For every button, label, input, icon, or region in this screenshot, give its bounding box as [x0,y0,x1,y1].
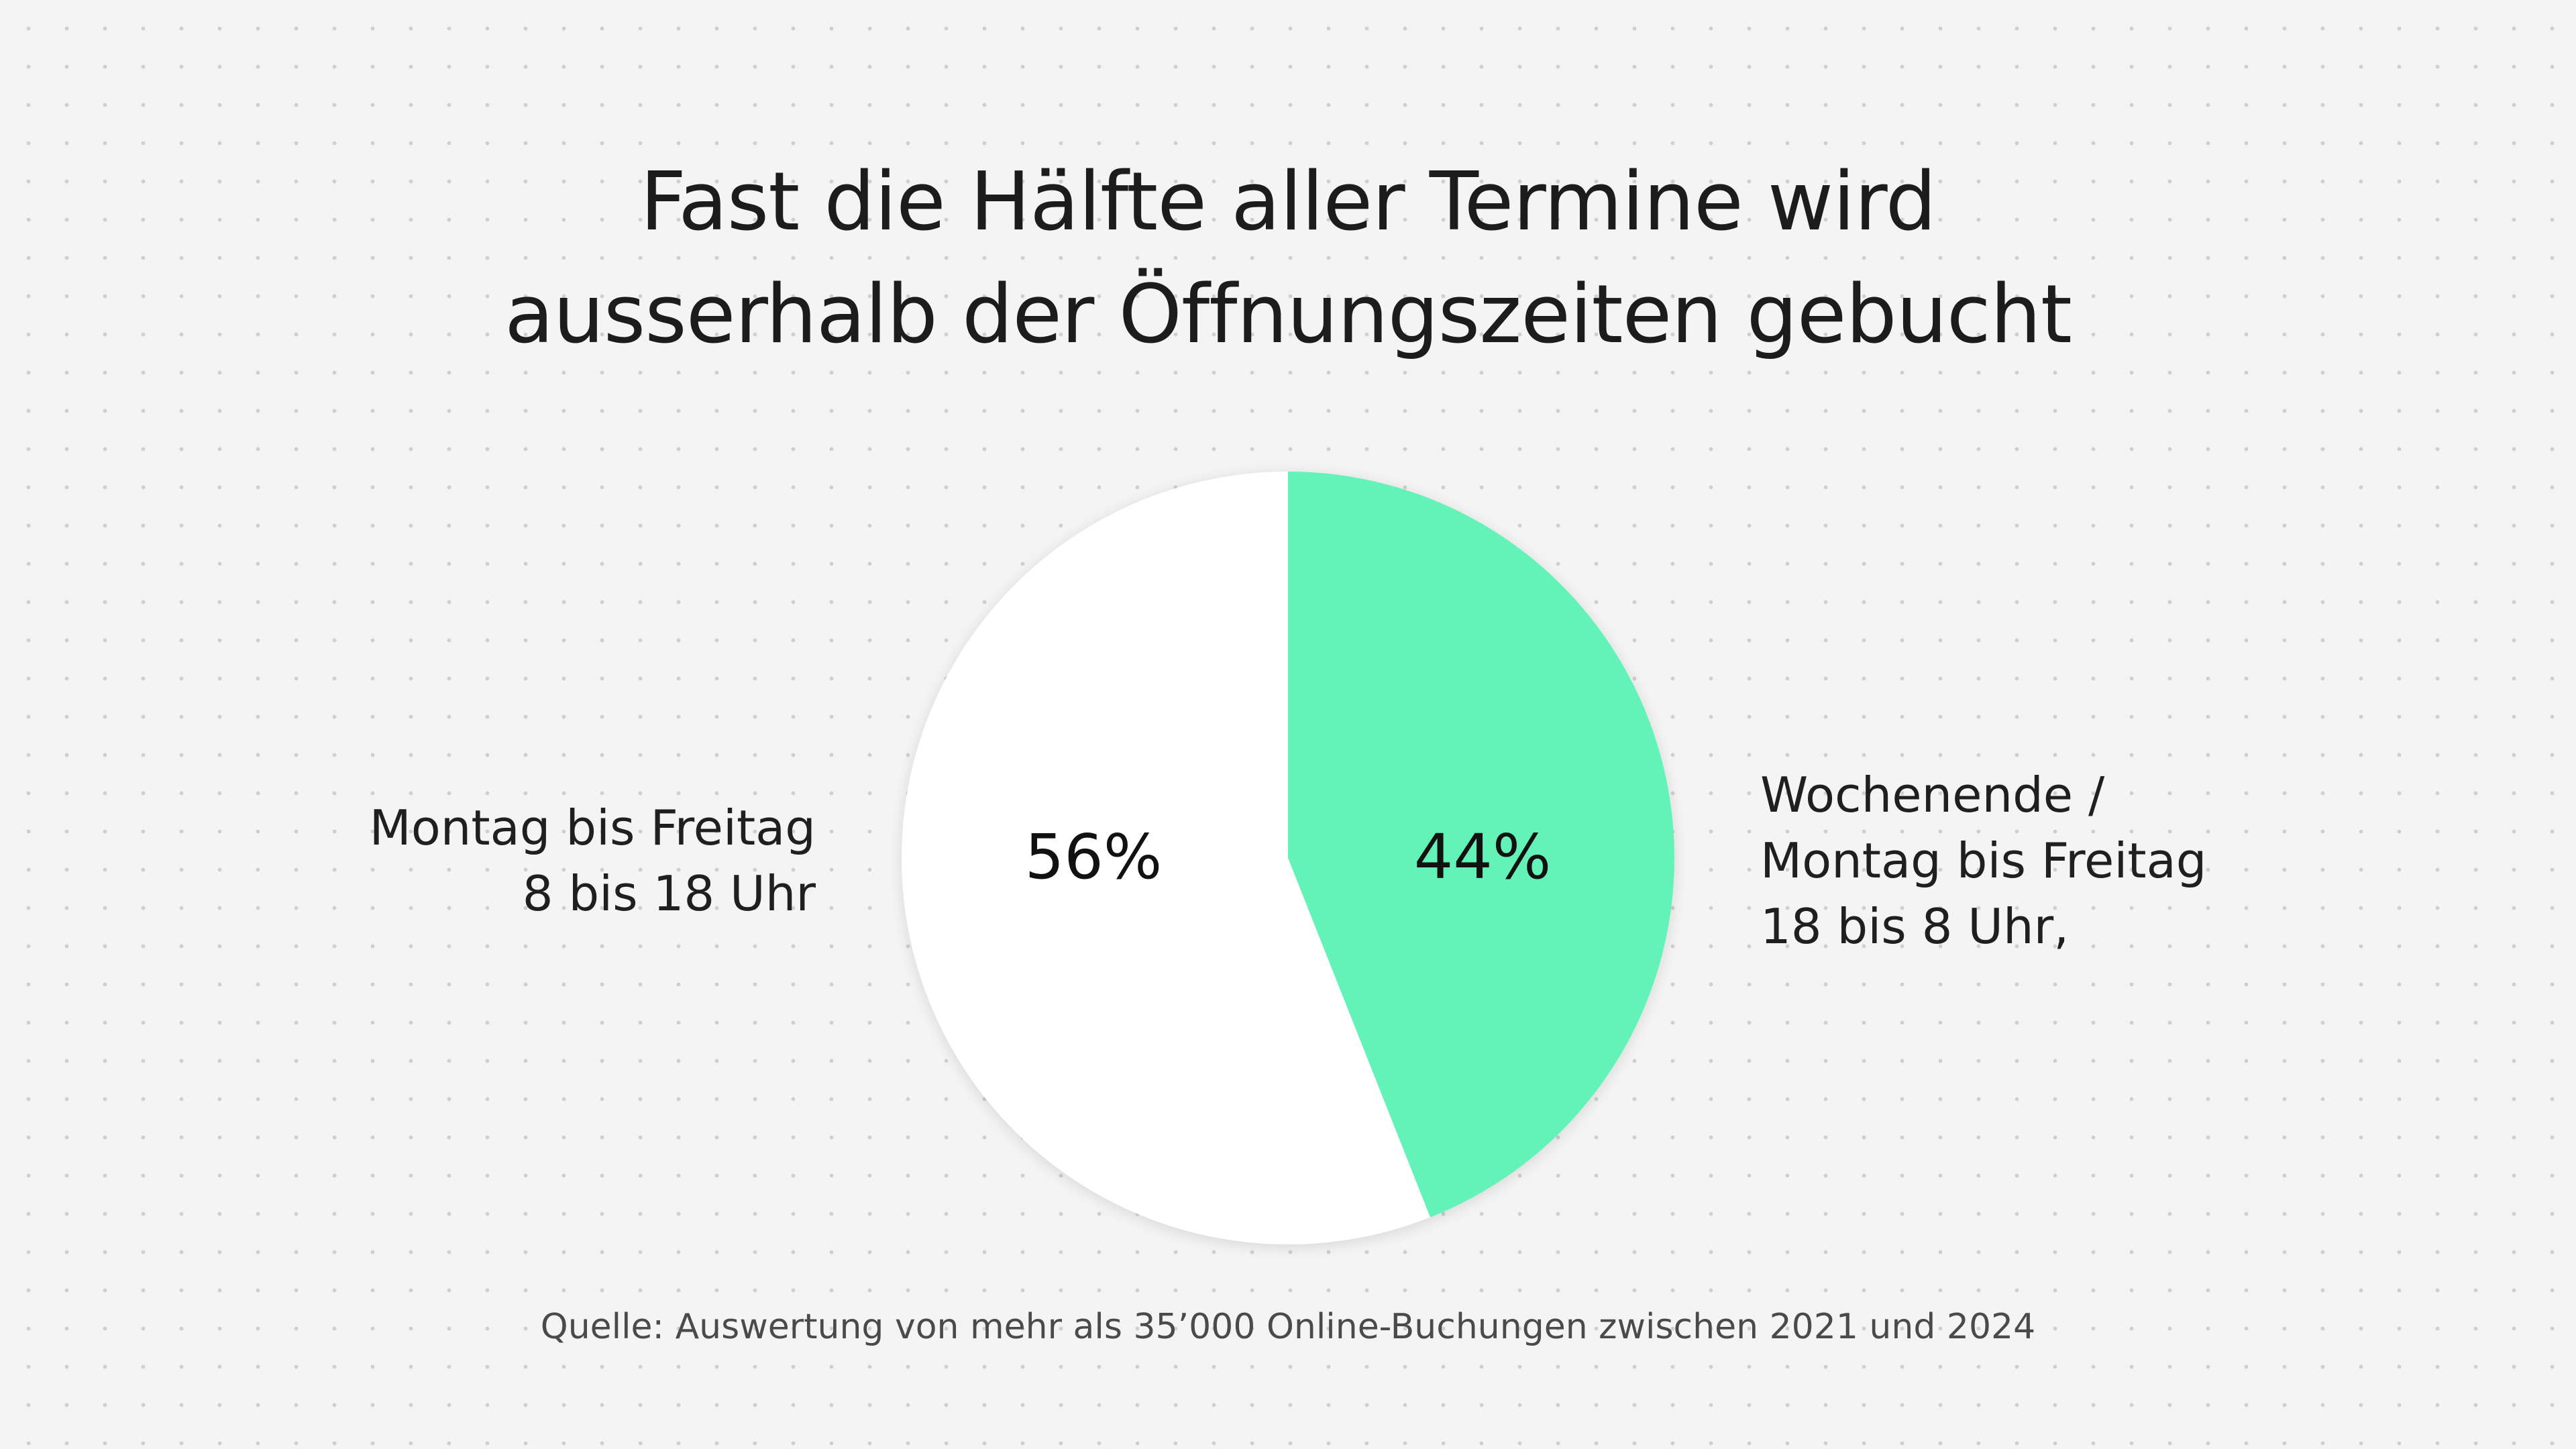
legend-weekday-line-1: Montag bis Freitag [369,800,816,856]
source-note: Quelle: Auswertung von mehr als 35’000 O… [540,1307,2036,1347]
pie-slice-weekday [901,472,1431,1244]
legend-offhours-line-3: 18 bis 8 Uhr, [1760,898,2070,955]
legend-offhours: Wochenende / Montag bis Freitag 18 bis 8… [1760,762,2206,959]
chart-title: Fast die Hälfte aller Termine wird ausse… [0,146,2576,372]
legend-weekday: Montag bis Freitag 8 bis 18 Uhr [370,795,816,926]
legend-offhours-line-1: Wochenende / [1760,767,2105,823]
legend-weekday-line-2: 8 bis 18 Uhr [522,865,816,922]
pie-label-offhours: 44% [1414,821,1551,893]
legend-offhours-line-2: Montag bis Freitag [1760,833,2207,889]
pie-slice-offhours [1288,472,1674,1218]
chart-title-line-1: Fast die Hälfte aller Termine wird [640,156,1937,249]
chart-title-line-2: ausserhalb der Öffnungszeiten gebucht [504,268,2072,362]
pie-label-weekday: 56% [1025,821,1162,893]
